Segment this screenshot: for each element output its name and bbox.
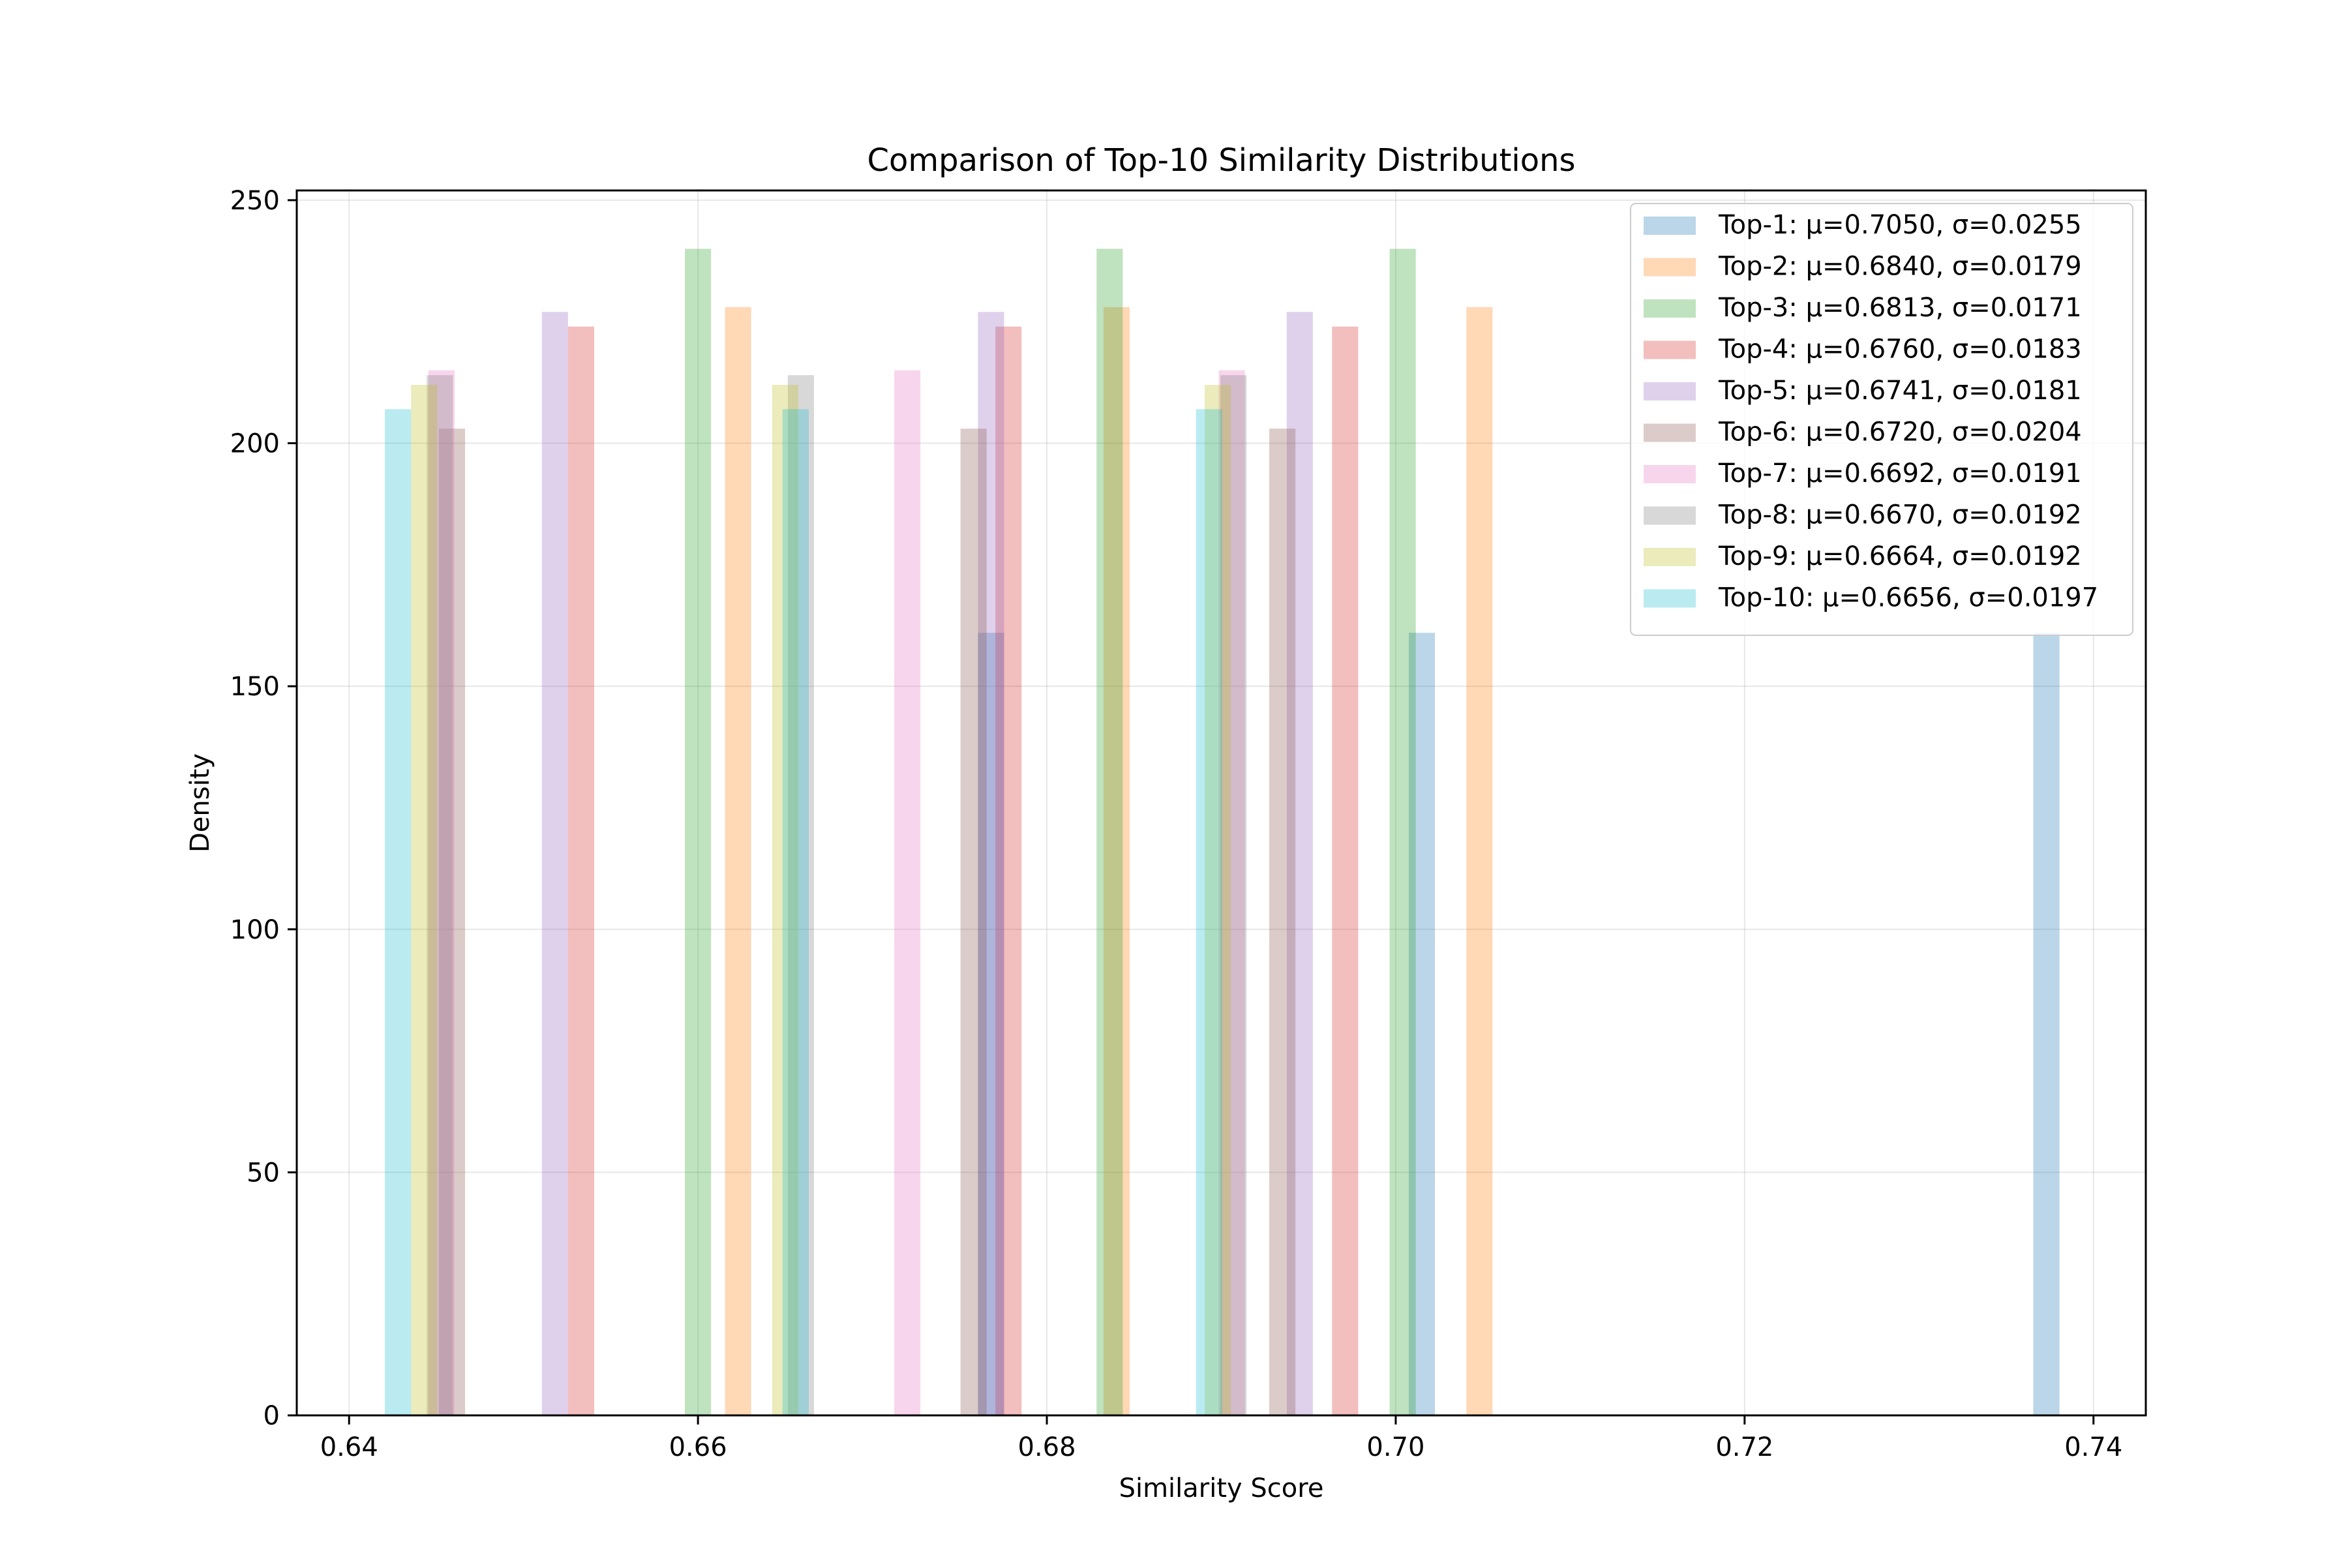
y-axis-label: Density	[185, 753, 215, 852]
x-tick-label: 0.64	[320, 1432, 378, 1462]
legend-label: Top-6: μ=0.6720, σ=0.0204	[1718, 417, 2082, 447]
histogram-bar	[1196, 409, 1222, 1415]
y-tick-label: 50	[247, 1158, 280, 1188]
legend: Top-1: μ=0.7050, σ=0.0255 Top-2: μ=0.6840…	[1630, 203, 2133, 636]
legend-swatch	[1644, 589, 1696, 608]
histogram-bar	[772, 385, 798, 1415]
histogram-bar	[1332, 326, 1359, 1416]
histogram-bar	[567, 326, 595, 1416]
histogram-bar	[411, 385, 438, 1415]
x-tick-label: 0.70	[1366, 1432, 1424, 1462]
legend-label: Top-1: μ=0.7050, σ=0.0255	[1718, 210, 2082, 240]
legend-label: Top-2: μ=0.6840, σ=0.0179	[1718, 252, 2082, 282]
legend-label: Top-10: μ=0.6656, σ=0.0197	[1718, 583, 2098, 613]
histogram-bar	[978, 633, 1004, 1415]
y-tick-label: 150	[230, 672, 280, 702]
histogram-bar	[782, 409, 809, 1415]
legend-swatch	[1644, 465, 1696, 483]
legend-swatch	[1644, 423, 1696, 442]
histogram-bar	[995, 326, 1022, 1416]
y-tick-label: 100	[230, 915, 280, 945]
ticks-layer: 0.64 0.66 0.68 0.70 0.72 0.74 0 50 100 150 200 250	[230, 186, 2123, 1462]
legend-label: Top-3: μ=0.6813, σ=0.0171	[1718, 293, 2082, 323]
histogram-bar	[978, 312, 1004, 1415]
bars-layer	[385, 249, 2060, 1416]
histogram-bar	[541, 312, 568, 1415]
legend-swatch	[1644, 548, 1696, 566]
legend-swatch	[1644, 382, 1696, 400]
x-tick-label: 0.74	[2064, 1432, 2122, 1462]
legend-box	[1630, 203, 2133, 636]
histogram-bar	[1389, 249, 1416, 1415]
histogram-bar	[1220, 375, 1247, 1416]
histogram-bar	[1103, 307, 1130, 1415]
histogram-bar	[725, 307, 751, 1415]
x-tick-label: 0.72	[1715, 1432, 1773, 1462]
x-axis-label: Similarity Score	[1119, 1473, 1324, 1503]
axes-frame	[295, 189, 2147, 1417]
histogram-bar	[1466, 307, 1493, 1415]
histogram-bar	[1218, 370, 1245, 1416]
legend-label: Top-7: μ=0.6692, σ=0.0191	[1718, 459, 2082, 489]
histogram-bar	[1286, 312, 1313, 1415]
histogram-bar	[685, 249, 712, 1415]
x-tick-label: 0.68	[1018, 1432, 1076, 1462]
histogram-bar	[960, 429, 987, 1415]
chart-title: Comparison of Top-10 Similarity Distribu…	[867, 142, 1575, 179]
histogram-bar	[385, 409, 412, 1415]
histogram-bar	[2033, 633, 2060, 1415]
histogram-bar	[787, 375, 814, 1416]
histogram-bar	[1096, 249, 1123, 1415]
legend-swatch	[1644, 506, 1696, 525]
y-tick-label: 250	[230, 186, 280, 216]
histogram-bar	[427, 375, 453, 1416]
x-tick-label: 0.66	[669, 1432, 727, 1462]
histogram-bar	[438, 429, 466, 1415]
legend-label: Top-4: μ=0.6760, σ=0.0183	[1718, 335, 2082, 365]
legend-label: Top-5: μ=0.6741, σ=0.0181	[1718, 376, 2082, 406]
histogram-bar	[1409, 633, 1436, 1415]
y-tick-label: 200	[230, 429, 280, 459]
histogram-bar	[1269, 429, 1296, 1415]
legend-swatch	[1644, 258, 1696, 277]
histogram-bar	[894, 370, 921, 1416]
legend-label: Top-8: μ=0.6670, σ=0.0192	[1718, 500, 2082, 530]
legend-label: Top-9: μ=0.6664, σ=0.0192	[1718, 541, 2082, 571]
legend-swatch	[1644, 217, 1696, 235]
legend-swatch	[1644, 299, 1696, 318]
histogram-bar	[428, 370, 455, 1416]
legend-swatch	[1644, 340, 1696, 359]
y-tick-label: 0	[263, 1401, 280, 1431]
histogram-bar	[1205, 385, 1231, 1415]
